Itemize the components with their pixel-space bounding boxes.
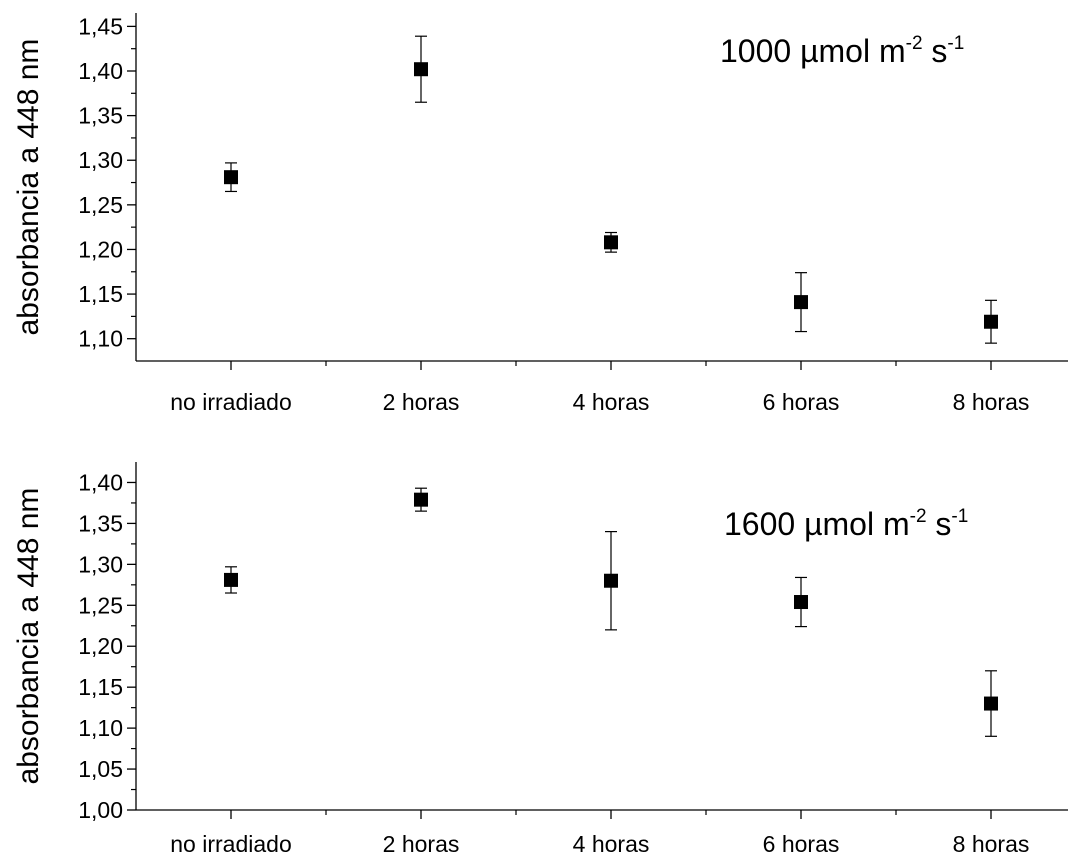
top-chart-y-tick-label: 1,25 bbox=[78, 192, 123, 218]
top-chart: 1,10 1,15 1,20 1,25 1,30 1,35 1,40 1,45 no irra… bbox=[12, 13, 1068, 415]
bottom-chart-data-point bbox=[224, 572, 238, 587]
top-chart-y-ticks: 1,10 1,15 1,20 1,25 1,30 1,35 1,40 1,45 bbox=[78, 13, 136, 352]
bottom-chart-y-tick-label: 1,40 bbox=[78, 469, 123, 495]
top-chart-y-tick-label: 1,10 bbox=[78, 326, 123, 352]
bottom-chart-x-tick-label: 8 horas bbox=[953, 831, 1030, 857]
top-chart-points bbox=[224, 62, 998, 329]
top-chart-y-axis-label: absorbancia a 448 nm bbox=[12, 39, 45, 336]
bottom-chart-data-point bbox=[414, 492, 428, 507]
top-chart-x-tick-label: no irradiado bbox=[170, 389, 291, 415]
bottom-chart-x-tick-label: 2 horas bbox=[383, 831, 460, 857]
bottom-chart-axes bbox=[135, 462, 1068, 811]
bottom-chart-x-tick-label: 4 horas bbox=[573, 831, 650, 857]
bottom-chart-data-point bbox=[604, 573, 618, 588]
top-chart-y-tick-label: 1,40 bbox=[78, 58, 123, 84]
bottom-chart-points bbox=[224, 492, 998, 711]
bottom-chart-data-point bbox=[984, 696, 998, 711]
top-chart-x-ticks: no irradiado 2 horas 4 horas 6 horas 8 horas bbox=[170, 361, 1029, 415]
top-chart-y-tick-label: 1,45 bbox=[78, 13, 123, 39]
top-chart-y-tick-label: 1,15 bbox=[78, 281, 123, 307]
top-chart-x-tick-label: 8 horas bbox=[953, 389, 1030, 415]
bottom-chart-y-tick-label: 1,15 bbox=[78, 674, 123, 700]
top-chart-y-tick-label: 1,20 bbox=[78, 236, 123, 262]
bottom-chart-y-axis-label: absorbancia a 448 nm bbox=[12, 488, 45, 785]
bottom-chart-y-tick-label: 1,20 bbox=[78, 633, 123, 659]
top-chart-y-tick-label: 1,30 bbox=[78, 147, 123, 173]
top-chart-data-point bbox=[414, 62, 428, 77]
bottom-chart-y-tick-label: 1,05 bbox=[78, 756, 123, 782]
bottom-chart-y-tick-label: 1,10 bbox=[78, 715, 123, 741]
top-chart-x-tick-label: 4 horas bbox=[573, 389, 650, 415]
top-chart-y-tick-label: 1,35 bbox=[78, 103, 123, 129]
top-chart-data-point bbox=[224, 170, 238, 185]
top-chart-data-point bbox=[794, 295, 808, 310]
bottom-chart-x-tick-label: 6 horas bbox=[763, 831, 840, 857]
bottom-chart-y-tick-label: 1,35 bbox=[78, 510, 123, 536]
top-chart-x-tick-label: 2 horas bbox=[383, 389, 460, 415]
bottom-chart-y-tick-label: 1,00 bbox=[78, 797, 123, 823]
top-chart-data-point bbox=[604, 235, 618, 250]
bottom-chart-annotation: 1600 µmol m-2 s-1 bbox=[724, 506, 968, 542]
bottom-chart-x-tick-label: no irradiado bbox=[170, 831, 291, 857]
bottom-chart-data-point bbox=[794, 595, 808, 610]
bottom-chart-y-ticks: 1,00 1,05 1,10 1,15 1,20 1,25 1,30 1,35 1,40 bbox=[78, 469, 136, 823]
top-chart-data-point bbox=[984, 314, 998, 329]
top-chart-x-tick-label: 6 horas bbox=[763, 389, 840, 415]
bottom-chart-y-tick-label: 1,30 bbox=[78, 551, 123, 577]
top-chart-error-bars bbox=[225, 35, 997, 344]
top-chart-annotation: 1000 µmol m-2 s-1 bbox=[720, 33, 964, 69]
bottom-chart-y-tick-label: 1,25 bbox=[78, 592, 123, 618]
bottom-chart: 1,00 1,05 1,10 1,15 1,20 1,25 1,30 1,35 1,40 no … bbox=[12, 462, 1068, 857]
bottom-chart-x-ticks: no irradiado 2 horas 4 horas 6 horas 8 horas bbox=[170, 810, 1029, 857]
